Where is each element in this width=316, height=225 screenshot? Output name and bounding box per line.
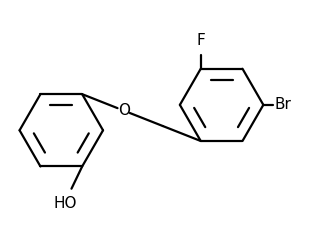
Text: F: F [196, 33, 205, 48]
Text: HO: HO [54, 196, 77, 211]
Text: O: O [118, 103, 130, 118]
Text: Br: Br [275, 97, 291, 112]
